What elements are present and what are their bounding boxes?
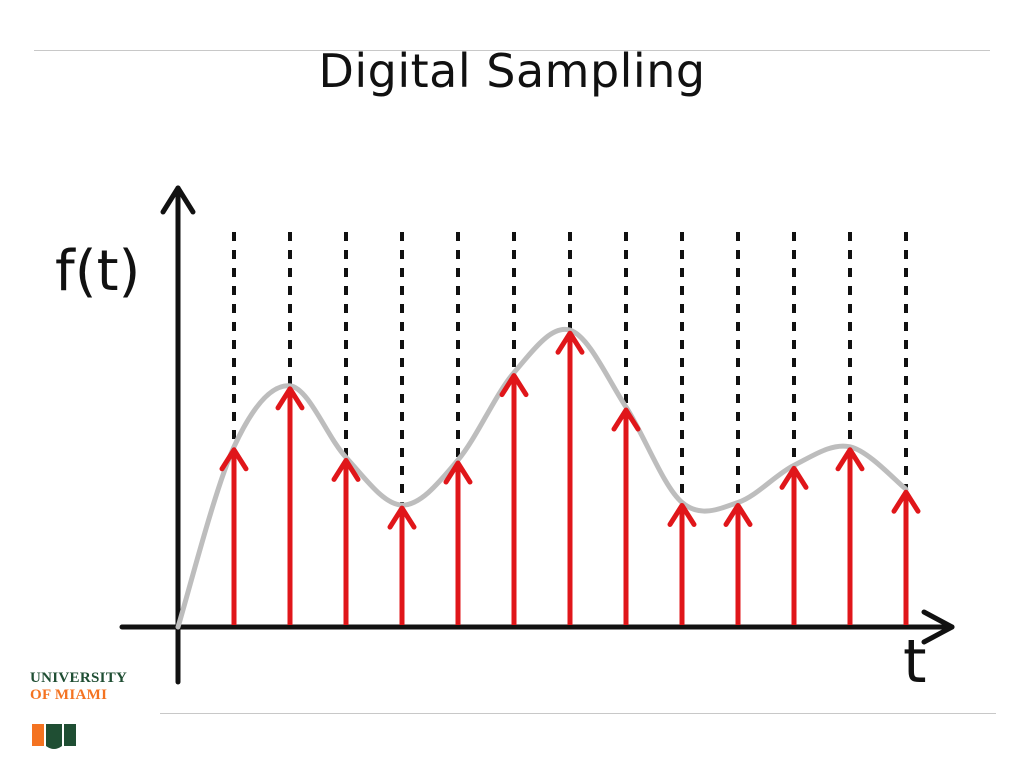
logo-text-line1: UNIVERSITY [30, 670, 128, 686]
u-logo-icon [32, 724, 76, 749]
university-logo: UNIVERSITY OF MIAMI [30, 670, 160, 760]
sample-arrow [219, 447, 249, 625]
y-axis-label: f(t) [55, 239, 140, 304]
sample-arrow [275, 386, 305, 625]
sample-arrow [779, 465, 809, 625]
x-axis-arrowhead [921, 609, 955, 645]
title-divider [34, 50, 990, 51]
footer-divider [160, 713, 996, 714]
sample-arrow [611, 407, 641, 625]
sample-arrow [723, 502, 753, 625]
sample-arrow [891, 489, 921, 625]
sample-arrow [667, 502, 697, 625]
slide-title: Digital Sampling [318, 44, 706, 98]
sample-gridlines [232, 232, 908, 506]
sample-arrow [387, 505, 417, 625]
signal-curve [175, 326, 909, 630]
axes [119, 185, 955, 685]
sample-arrow [443, 460, 473, 625]
sample-arrow [499, 373, 529, 625]
logo-text-line2: OF MIAMI [30, 687, 108, 703]
sample-arrow [555, 330, 585, 625]
y-axis-arrowhead [160, 185, 196, 215]
x-axis-label: t [903, 627, 927, 697]
sample-arrow [835, 447, 865, 625]
sample-arrows [219, 330, 921, 625]
sample-arrow [331, 457, 361, 625]
